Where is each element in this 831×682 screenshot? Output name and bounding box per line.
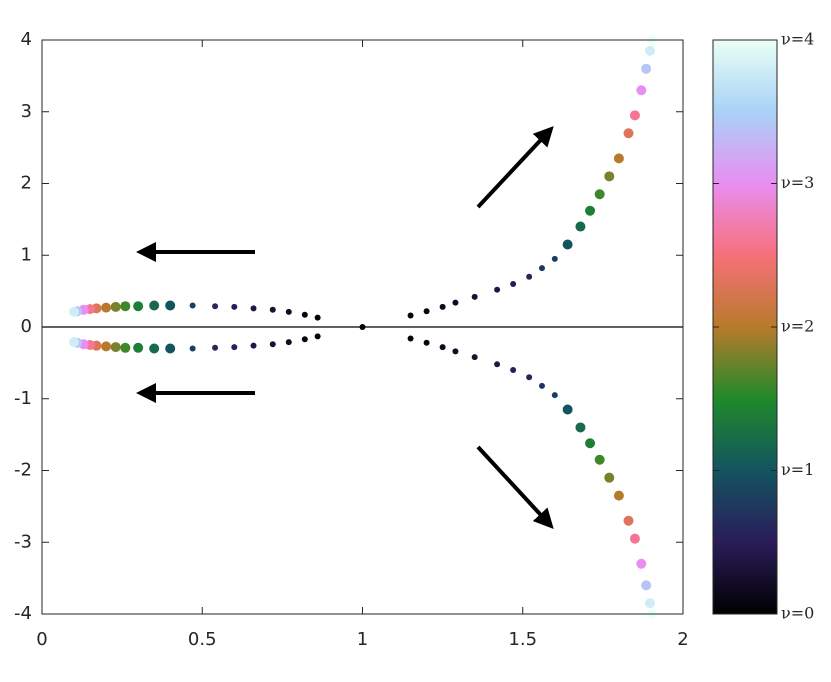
point [575, 221, 586, 232]
point [551, 392, 558, 399]
point [471, 354, 478, 361]
point [629, 110, 640, 121]
point [613, 490, 624, 501]
arrows [136, 126, 554, 529]
point [538, 382, 545, 389]
point [133, 342, 144, 353]
point [585, 438, 596, 449]
point [551, 255, 558, 262]
point [189, 302, 196, 309]
y-tick-label: 2 [21, 173, 32, 194]
point [269, 306, 276, 313]
point [165, 343, 176, 354]
point [231, 303, 238, 310]
point [452, 348, 459, 355]
y-tick-label: 4 [21, 29, 32, 50]
point [212, 344, 219, 351]
y-tick-label: -2 [14, 460, 32, 481]
point [314, 314, 321, 321]
x-tick-label: 1 [357, 629, 368, 650]
point [636, 85, 647, 96]
point [585, 205, 596, 216]
point [562, 239, 573, 250]
point [594, 454, 605, 465]
colorbar-label: ν=2 [781, 317, 814, 336]
x-tick-label: 1.5 [508, 629, 537, 650]
axes-box [41, 39, 684, 615]
x-tick-label: 2 [677, 629, 688, 650]
point [452, 299, 459, 306]
point [423, 339, 430, 346]
colorbar-label: ν=0 [781, 604, 814, 623]
point [231, 344, 238, 351]
colorbar [712, 39, 778, 615]
arrow [476, 445, 554, 529]
point [359, 324, 366, 330]
point [623, 128, 634, 139]
point [644, 598, 655, 609]
point [110, 301, 121, 312]
point [613, 153, 624, 164]
x-tick-label: 0.5 [188, 629, 217, 650]
point [494, 361, 501, 368]
point [594, 189, 605, 200]
point [314, 333, 321, 340]
point [250, 342, 257, 349]
y-tick-label: -3 [14, 531, 32, 552]
x-tick-label: 0 [36, 629, 47, 650]
point [538, 265, 545, 272]
point [120, 342, 131, 353]
point [165, 300, 176, 311]
point [69, 306, 80, 317]
colorbar-label: ν=3 [781, 173, 814, 192]
arrow [476, 126, 554, 209]
point [110, 342, 121, 353]
point [510, 280, 517, 287]
point [250, 305, 257, 312]
point [644, 45, 655, 56]
point [604, 472, 615, 483]
point [407, 335, 414, 342]
point [494, 286, 501, 293]
point [101, 302, 112, 313]
y-tick-label: 3 [21, 101, 32, 122]
point [133, 301, 144, 312]
point [526, 273, 533, 280]
point [439, 303, 446, 310]
point [526, 374, 533, 381]
y-tick-label: 0 [21, 316, 32, 337]
point [69, 337, 80, 348]
y-tick-label: -1 [14, 388, 32, 409]
colorbar-label: ν=1 [781, 460, 814, 479]
point [285, 339, 292, 346]
point [301, 311, 308, 318]
point [471, 293, 478, 300]
point [575, 422, 586, 433]
point [510, 367, 517, 374]
point [120, 301, 131, 312]
point [101, 341, 112, 352]
point [636, 558, 647, 569]
point [269, 341, 276, 348]
point [189, 345, 196, 352]
colorbar-label: ν=4 [781, 30, 814, 49]
y-tick-label: 1 [21, 244, 32, 265]
point [149, 300, 160, 311]
y-tick-label: -4 [14, 603, 32, 624]
point [301, 336, 308, 343]
point [629, 533, 640, 544]
point [423, 308, 430, 315]
point [623, 515, 634, 526]
point [641, 580, 652, 591]
point [407, 312, 414, 319]
point [641, 63, 652, 74]
point [212, 303, 219, 310]
point [149, 343, 160, 354]
point [285, 308, 292, 315]
point [562, 404, 573, 415]
point [604, 171, 615, 182]
point [439, 344, 446, 351]
